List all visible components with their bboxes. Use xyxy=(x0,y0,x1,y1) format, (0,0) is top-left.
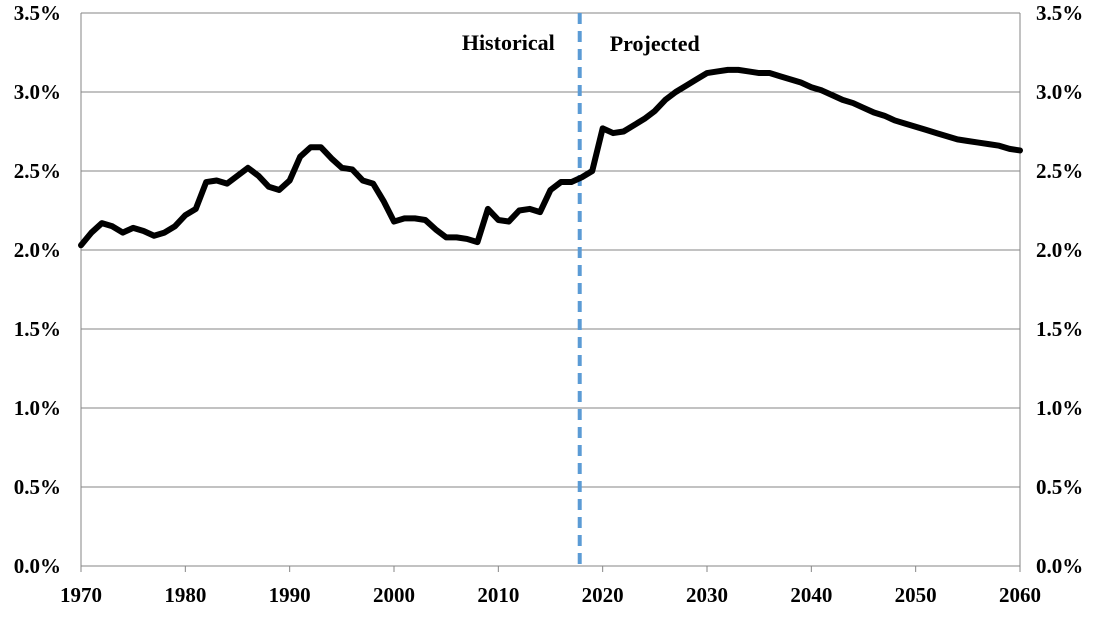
x-tick-label: 2060 xyxy=(999,583,1041,607)
data-points xyxy=(80,69,1021,246)
x-tick-label: 1980 xyxy=(164,583,206,607)
y-tick-label-right: 0.0% xyxy=(1036,554,1083,578)
x-tick-label: 2010 xyxy=(477,583,519,607)
y-tick-label-right: 2.0% xyxy=(1036,238,1083,262)
x-tick-label: 2030 xyxy=(686,583,728,607)
gridlines xyxy=(81,12,1020,488)
y-tick-label-left: 3.5% xyxy=(14,1,61,25)
x-tick-label: 2040 xyxy=(790,583,832,607)
y-tick-label-left: 2.5% xyxy=(14,159,61,183)
x-tick-marks xyxy=(80,566,1021,572)
x-tick-label: 1970 xyxy=(60,583,102,607)
y-tick-label-left: 1.5% xyxy=(14,317,61,341)
projected-label: Projected xyxy=(610,31,700,56)
x-tick-labels: 1970 1980 1990 2000 2010 2020 2030 2040 2050 2060 xyxy=(60,583,1041,607)
y-tick-label-left: 2.0% xyxy=(14,238,61,262)
x-tick-label: 2050 xyxy=(895,583,937,607)
x-tick-label: 2000 xyxy=(373,583,415,607)
series-line xyxy=(78,66,1023,249)
y-tick-labels-left: 0.0% 0.5% 1.0% 1.5% 2.0% 2.5% 3.0% 3.5% xyxy=(14,1,61,578)
y-tick-label-right: 1.5% xyxy=(1036,317,1083,341)
y-tick-label-right: 3.5% xyxy=(1036,1,1083,25)
y-tick-label-right: 0.5% xyxy=(1036,475,1083,499)
y-tick-label-left: 1.0% xyxy=(14,396,61,420)
y-tick-label-left: 0.5% xyxy=(14,475,61,499)
y-tick-labels-right: 0.0% 0.5% 1.0% 1.5% 2.0% 2.5% 3.0% 3.5% xyxy=(1036,1,1083,578)
y-tick-label-left: 3.0% xyxy=(14,80,61,104)
x-tick-label: 2020 xyxy=(582,583,624,607)
y-tick-label-left: 0.0% xyxy=(14,554,61,578)
y-tick-label-right: 2.5% xyxy=(1036,159,1083,183)
x-tick-label: 1990 xyxy=(269,583,311,607)
y-tick-label-right: 1.0% xyxy=(1036,396,1083,420)
y-tick-label-right: 3.0% xyxy=(1036,80,1083,104)
historical-label: Historical xyxy=(462,30,555,55)
